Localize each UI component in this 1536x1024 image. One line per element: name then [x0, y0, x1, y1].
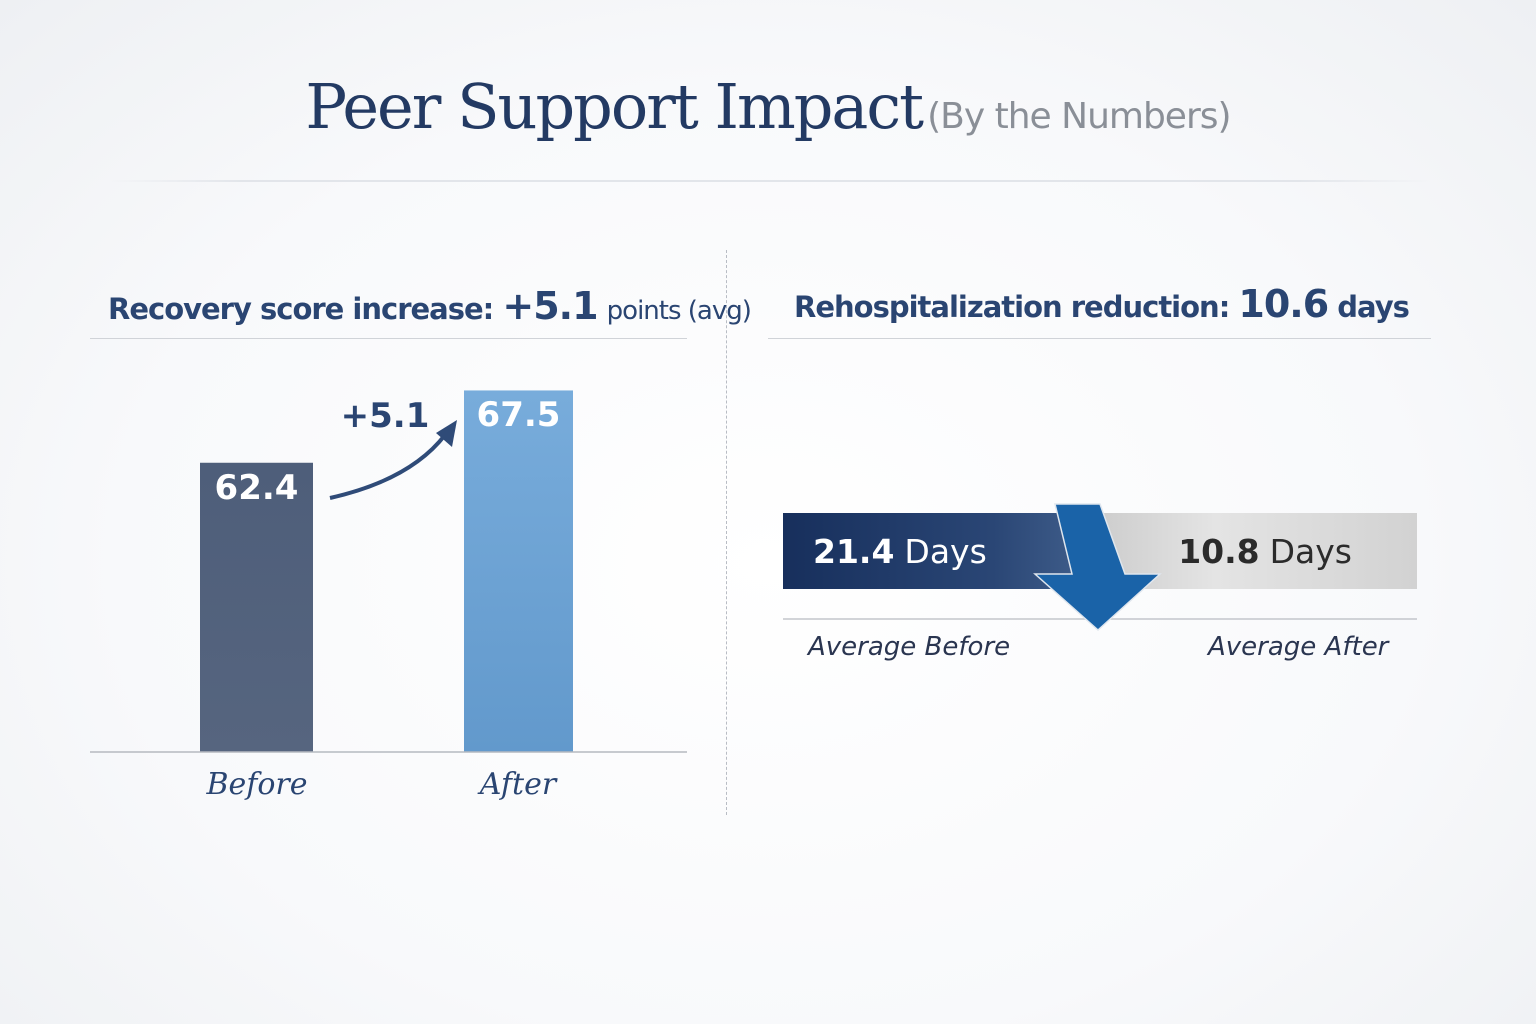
title-main: Peer Support Impact: [305, 70, 924, 143]
category-after: After: [479, 767, 557, 802]
recovery-title-prefix: Recovery score increase:: [108, 292, 494, 326]
increase-arrow-icon: [329, 433, 447, 500]
bar-label-before: 62.4: [214, 467, 299, 508]
label-average-after: Average After: [1208, 632, 1389, 662]
increase-arrowhead-icon: [436, 420, 457, 447]
recovery-title-rule: [90, 338, 687, 339]
title-sub: (By the Numbers): [927, 96, 1231, 137]
recovery-title-suffix: points (avg): [606, 296, 752, 326]
before-value: 21.4: [813, 531, 895, 571]
label-average-before: Average Before: [808, 632, 1011, 662]
rehosp-panel-title: Rehospitalization reduction: 10.6 days: [794, 282, 1410, 326]
before-unit: Days: [904, 531, 987, 571]
after-unit: Days: [1269, 531, 1352, 571]
panel-divider: [726, 250, 727, 815]
rehosp-title-prefix: Rehospitalization reduction:: [794, 290, 1230, 324]
bar-after: [464, 390, 573, 752]
reduction-arrow-icon: [1033, 503, 1162, 632]
recovery-title-value: +5.1: [502, 284, 598, 328]
rehosp-title-suffix: days: [1337, 290, 1410, 324]
increase-annotation: +5.1: [340, 396, 430, 436]
category-before: Before: [206, 767, 308, 802]
bar-label-after: 67.5: [476, 395, 561, 436]
recovery-panel-title: Recovery score increase: +5.1 points (av…: [108, 284, 752, 328]
after-segment: 10.8 Days: [1080, 513, 1417, 589]
page-title: Peer Support Impact (By the Numbers): [0, 70, 1536, 143]
bar-before: [200, 462, 313, 752]
rehosp-title-rule: [768, 338, 1431, 339]
rehosp-title-value: 10.6: [1238, 282, 1329, 326]
title-divider: [110, 180, 1430, 182]
before-segment: 21.4 Days: [783, 513, 1083, 589]
after-value: 10.8: [1178, 531, 1260, 571]
